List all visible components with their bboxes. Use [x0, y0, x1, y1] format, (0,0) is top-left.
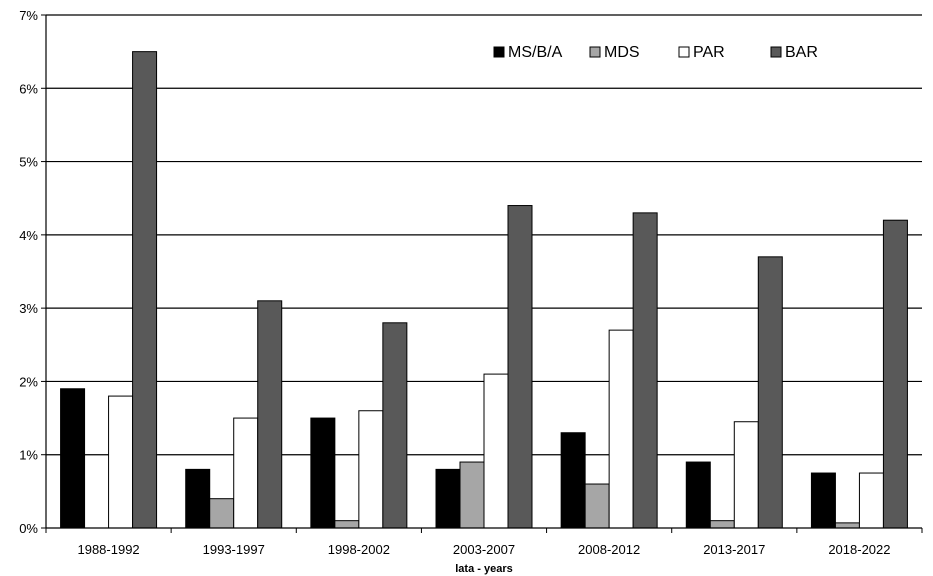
bar-bar-2008-2012 — [632, 212, 658, 529]
legend-label: BAR — [785, 44, 818, 61]
y-tick-label: 1% — [19, 448, 38, 463]
bar-par-1993-1997 — [233, 417, 259, 529]
legend-label: MDS — [604, 44, 640, 61]
bar-bar-1998-2002 — [382, 322, 408, 529]
bar-bar-1988-1992 — [132, 51, 158, 529]
y-tick-label: 5% — [19, 155, 38, 170]
legend-swatch — [589, 46, 601, 58]
x-tick-label: 1988-1992 — [77, 542, 139, 557]
legend-label: MS/B/A — [508, 44, 563, 61]
bars — [60, 51, 908, 529]
legend-swatch — [678, 46, 690, 58]
bar-par-2008-2012 — [608, 329, 634, 529]
x-axis-title: lata - years — [455, 563, 512, 575]
x-tick-label: 2013-2017 — [703, 542, 765, 557]
y-tick-label: 2% — [19, 374, 38, 389]
x-tick-label: 2008-2012 — [578, 542, 640, 557]
bar-mds-1998-2002 — [334, 520, 360, 529]
bar-ms-b-a-1993-1997 — [185, 468, 211, 529]
bar-mds-1993-1997 — [209, 498, 235, 529]
x-tick-label: 2018-2022 — [828, 542, 890, 557]
y-tick-label: 0% — [19, 521, 38, 536]
bar-bar-1993-1997 — [257, 300, 283, 529]
bar-par-1988-1992 — [108, 395, 134, 529]
bar-bar-2003-2007 — [507, 205, 533, 529]
legend-swatch — [770, 46, 782, 58]
bar-mds-2008-2012 — [584, 483, 610, 529]
axes — [41, 14, 923, 533]
bar-ms-b-a-1988-1992 — [60, 388, 86, 529]
bar-ms-b-a-2008-2012 — [560, 432, 586, 529]
gridlines — [46, 14, 922, 456]
bar-mds-2013-2017 — [709, 520, 735, 529]
bar-mds-2018-2022 — [834, 522, 860, 529]
legend-swatch — [493, 46, 505, 58]
bar-par-2013-2017 — [733, 421, 759, 529]
bar-par-2003-2007 — [483, 373, 509, 529]
bar-ms-b-a-2003-2007 — [435, 468, 461, 529]
bar-ms-b-a-1998-2002 — [310, 417, 336, 529]
x-tick-label: 2003-2007 — [453, 542, 515, 557]
bar-par-2018-2022 — [858, 472, 884, 529]
bar-ms-b-a-2018-2022 — [810, 472, 836, 529]
bar-bar-2018-2022 — [882, 219, 908, 529]
x-tick-labels: 1988-1992 1993-1997 1998-2002 2003-2007 2008… — [77, 542, 890, 557]
legend: MS/B/A MDS PAR BAR — [493, 44, 818, 61]
bar-mds-2003-2007 — [459, 461, 485, 529]
y-tick-labels: 0% 1% 2% 3% 4% 5% 6% 7% — [19, 8, 38, 536]
y-tick-label: 3% — [19, 301, 38, 316]
y-tick-label: 7% — [19, 8, 38, 23]
bar-par-1998-2002 — [358, 410, 384, 529]
y-tick-label: 6% — [19, 81, 38, 96]
legend-label: PAR — [693, 44, 725, 61]
y-tick-label: 4% — [19, 228, 38, 243]
bar-ms-b-a-2013-2017 — [685, 461, 711, 529]
x-tick-label: 1993-1997 — [203, 542, 265, 557]
x-tick-label: 1998-2002 — [328, 542, 390, 557]
bar-bar-2013-2017 — [757, 256, 783, 529]
